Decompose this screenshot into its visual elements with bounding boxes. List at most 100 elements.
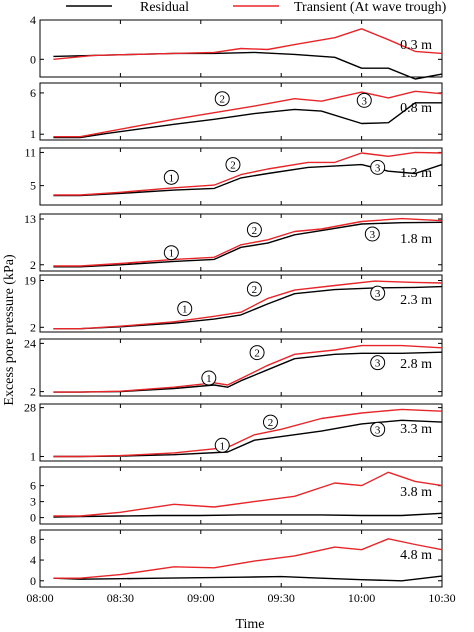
annotation-label: 3 bbox=[375, 288, 381, 300]
legend-label-transient: Transient (At wave trough) bbox=[294, 0, 447, 15]
x-tick-label: 09:30 bbox=[268, 591, 295, 605]
series-line-residual bbox=[53, 51, 443, 80]
series-line-residual bbox=[53, 575, 443, 582]
y-tick-label: 19 bbox=[24, 274, 36, 288]
y-tick-label: 4 bbox=[30, 13, 36, 27]
annotation-circle bbox=[163, 169, 179, 185]
series-line-residual bbox=[53, 163, 443, 197]
y-tick-label: 0 bbox=[30, 52, 36, 66]
annotation-circle bbox=[201, 370, 217, 386]
annotation-label: 1 bbox=[182, 304, 188, 316]
y-tick-label: 4 bbox=[30, 553, 36, 567]
annotation-circle bbox=[249, 345, 265, 361]
x-tick-label: 08:30 bbox=[107, 591, 134, 605]
annotation-label: 1 bbox=[169, 172, 175, 184]
panel-frame bbox=[39, 338, 443, 397]
depth-label: 2.3 m bbox=[400, 293, 432, 308]
annotation-label: 2 bbox=[252, 225, 258, 237]
panel-0-8--: 6 1 2 3 0.8 m bbox=[30, 82, 443, 141]
series-line-residual bbox=[53, 351, 443, 393]
annotation-label: 1 bbox=[219, 440, 225, 452]
panel-1-8--: 13 2 1 2 3 1.8 m bbox=[24, 212, 443, 272]
annotation-label: 2 bbox=[254, 348, 260, 360]
y-tick-label: 2 bbox=[30, 258, 36, 272]
y-tick-label: 28 bbox=[24, 401, 36, 415]
depth-label: 2.8 m bbox=[400, 357, 432, 372]
depth-label: 1.3 m bbox=[400, 166, 432, 181]
annotation-label: 1 bbox=[206, 373, 212, 385]
depth-label: 4.8 m bbox=[400, 548, 432, 563]
y-tick-label: 11 bbox=[24, 145, 36, 159]
panel-frame bbox=[39, 466, 443, 525]
depth-label: 3.3 m bbox=[400, 422, 432, 437]
x-tick-label: 10:30 bbox=[428, 591, 455, 605]
annotation-circle bbox=[225, 157, 241, 173]
series-line-transient bbox=[53, 28, 443, 60]
series-line-transient bbox=[53, 344, 443, 393]
x-tick-label: 08:00 bbox=[26, 591, 53, 605]
annotation-label: 2 bbox=[268, 417, 274, 429]
series-line-transient bbox=[53, 151, 443, 196]
x-tick-label: 10:00 bbox=[348, 591, 375, 605]
panel-frame bbox=[39, 213, 443, 272]
series-line-residual bbox=[53, 512, 443, 518]
series-line-transient bbox=[53, 538, 443, 579]
series-line-residual bbox=[53, 221, 443, 268]
annotation-label: 2 bbox=[230, 160, 236, 172]
y-tick-label: 2 bbox=[30, 320, 36, 334]
annotation-label: 2 bbox=[219, 94, 225, 106]
depth-label: 0.3 m bbox=[400, 38, 432, 53]
annotation-circle bbox=[370, 421, 386, 437]
legend-label-residual: Residual bbox=[140, 0, 189, 15]
panel-frame bbox=[39, 529, 443, 588]
annotation-circle bbox=[356, 92, 372, 108]
panel-0-3--: 4 0 0.3 m bbox=[30, 13, 443, 80]
annotation-circle bbox=[214, 91, 230, 107]
depth-label: 3.8 m bbox=[400, 485, 432, 500]
panel-frame bbox=[39, 82, 443, 141]
panel-frame bbox=[39, 19, 443, 78]
panel-frame bbox=[39, 274, 443, 333]
y-axis-label: Excess pore pressure (kPa) bbox=[2, 254, 17, 406]
annotation-circle bbox=[163, 245, 179, 261]
depth-label: 0.8 m bbox=[400, 101, 432, 116]
annotation-label: 3 bbox=[375, 358, 381, 370]
depth-label: 1.8 m bbox=[400, 232, 432, 247]
y-tick-label: 13 bbox=[24, 212, 36, 226]
annotation-circle bbox=[246, 222, 262, 238]
panel-2-8--: 24 2 1 2 3 2.8 m bbox=[24, 336, 443, 399]
annotation-label: 3 bbox=[375, 162, 381, 174]
series-line-transient bbox=[53, 471, 443, 517]
panel-2-3--: 19 2 1 2 3 2.3 m bbox=[24, 274, 443, 334]
y-tick-label: 5 bbox=[30, 179, 36, 193]
y-tick-label: 2 bbox=[30, 385, 36, 399]
annotation-label: 2 bbox=[252, 284, 258, 296]
annotation-circle bbox=[262, 414, 278, 430]
annotation-circle bbox=[370, 285, 386, 301]
panel-4-8--: 8 4 0 4.8 m bbox=[30, 529, 443, 588]
y-tick-label: 8 bbox=[30, 532, 36, 546]
series-line-transient bbox=[53, 90, 443, 138]
annotation-circle bbox=[364, 226, 380, 242]
annotation-circle bbox=[370, 355, 386, 371]
y-tick-label: 6 bbox=[30, 86, 36, 100]
y-tick-label: 0 bbox=[30, 574, 36, 588]
annotation-circle bbox=[370, 159, 386, 175]
y-tick-label: 1 bbox=[30, 449, 36, 463]
panel-3-8--: 6 3 0 3.8 m bbox=[30, 466, 443, 525]
annotation-label: 3 bbox=[362, 95, 368, 107]
panel-3-3--: 28 1 1 2 3 3.3 m bbox=[24, 401, 443, 463]
series-line-transient bbox=[53, 217, 443, 267]
y-tick-label: 0 bbox=[30, 511, 36, 525]
x-axis-label: Time bbox=[235, 617, 264, 632]
annotation-label: 3 bbox=[370, 229, 376, 241]
y-tick-label: 6 bbox=[30, 479, 36, 493]
x-tick-label: 09:00 bbox=[187, 591, 214, 605]
annotation-circle bbox=[214, 437, 230, 453]
panel-frame bbox=[39, 403, 443, 462]
series-line-residual bbox=[53, 102, 442, 139]
panel-frame bbox=[39, 147, 443, 206]
annotation-label: 3 bbox=[375, 424, 381, 436]
annotation-label: 1 bbox=[169, 248, 175, 260]
y-tick-label: 3 bbox=[30, 495, 36, 509]
